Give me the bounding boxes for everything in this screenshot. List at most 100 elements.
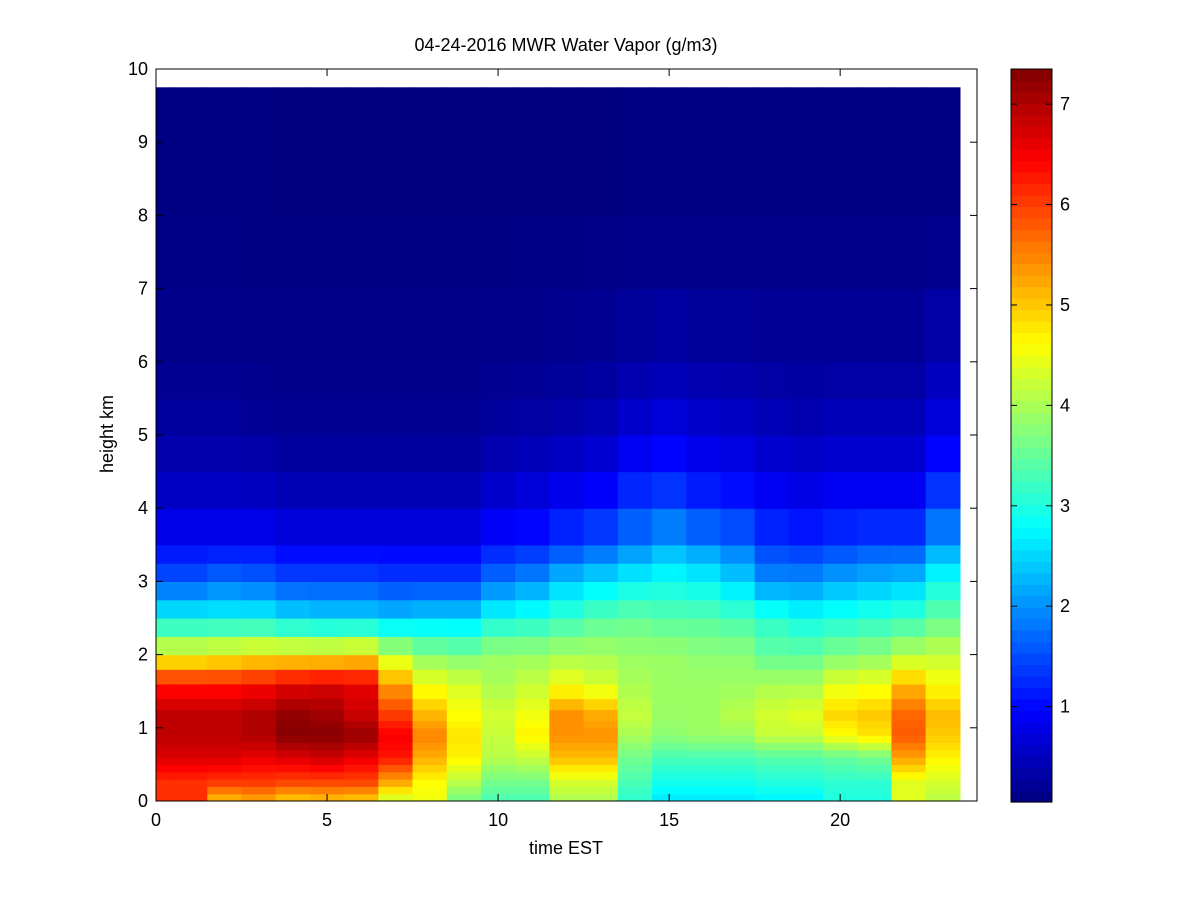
heatmap-cell: [686, 779, 722, 787]
heatmap-cell: [480, 669, 516, 685]
heatmap-cell: [686, 654, 722, 670]
heatmap-cell: [583, 435, 619, 473]
heatmap-cell: [788, 709, 824, 722]
heatmap-cell: [720, 786, 756, 795]
heatmap-cell: [207, 215, 243, 290]
heatmap-cell: [823, 779, 858, 787]
heatmap-cell: [275, 508, 311, 546]
heatmap-cell: [412, 698, 448, 711]
colorbar-segment: [1011, 80, 1052, 93]
heatmap-cell: [583, 709, 619, 722]
heatmap-cell: [378, 720, 414, 729]
heatmap-cell: [891, 742, 927, 751]
heatmap-cell: [788, 544, 824, 564]
colorbar-segment: [1011, 756, 1052, 769]
heatmap-cell: [549, 698, 585, 711]
heatmap-cell: [754, 544, 790, 564]
heatmap-cell: [686, 361, 722, 399]
heatmap-cell: [788, 727, 824, 736]
heatmap-cell: [446, 749, 482, 758]
colorbar-tick-label: 5: [1060, 295, 1070, 315]
heatmap-cell: [891, 471, 927, 509]
heatmap-cell: [241, 727, 277, 736]
heatmap-cell: [275, 398, 311, 436]
heatmap-cell: [788, 288, 824, 363]
heatmap-cell: [857, 618, 893, 637]
heatmap-cell: [446, 698, 482, 711]
heatmap-cell: [156, 742, 174, 751]
heatmap-cell: [173, 654, 208, 670]
heatmap-cell: [617, 361, 653, 399]
heatmap-cell: [823, 563, 858, 582]
heatmap-cell: [925, 563, 961, 582]
heatmap-cell: [309, 727, 345, 736]
heatmap-cell: [686, 764, 722, 773]
heatmap-cell: [617, 793, 653, 801]
heatmap-cell: [549, 654, 585, 670]
heatmap-cell: [549, 361, 585, 399]
colorbar-segment: [1011, 767, 1052, 780]
heatmap-cell: [925, 361, 961, 399]
heatmap-cell: [275, 636, 311, 656]
heatmap-cell: [652, 749, 687, 758]
heatmap-cell: [241, 398, 277, 436]
colorbar-tick-label: 1: [1060, 697, 1070, 717]
heatmap-cell: [241, 709, 277, 722]
colorbar-segment: [1011, 160, 1052, 173]
heatmap-cell: [754, 720, 790, 729]
heatmap-cell: [446, 683, 482, 700]
heatmap-cell: [583, 735, 619, 744]
heatmap-cell: [788, 361, 824, 399]
heatmap-cell: [617, 786, 653, 795]
heatmap-cell: [891, 669, 927, 685]
heatmap-cell: [412, 749, 448, 758]
heatmap-cell: [207, 669, 243, 685]
heatmap-cell: [446, 735, 482, 744]
heatmap-cell: [309, 683, 345, 700]
heatmap-cell: [686, 398, 722, 436]
heatmap-cell: [583, 742, 619, 751]
heatmap-cell: [891, 87, 927, 216]
colorbar-tick-label: 7: [1060, 94, 1070, 114]
heatmap-cell: [156, 87, 174, 216]
heatmap-cell: [891, 793, 927, 801]
heatmap-cell: [549, 398, 585, 436]
heatmap-cell: [617, 544, 653, 564]
colorbar: [1011, 69, 1052, 803]
heatmap-cell: [583, 581, 619, 601]
heatmap-cell: [344, 361, 379, 399]
heatmap-cell: [617, 508, 653, 546]
colorbar-segment: [1011, 572, 1052, 585]
y-tick-label: 0: [138, 791, 148, 811]
heatmap-cell: [156, 544, 174, 564]
heatmap-cell: [344, 435, 379, 473]
heatmap-cell: [344, 599, 379, 619]
heatmap-cell: [207, 544, 243, 564]
heatmap-cell: [583, 764, 619, 773]
heatmap-cell: [617, 654, 653, 670]
heatmap-cell: [823, 508, 858, 546]
heatmap-cell: [720, 764, 756, 773]
heatmap-cell: [823, 435, 858, 473]
heatmap-cell: [515, 735, 550, 744]
heatmap-cell: [275, 563, 311, 582]
heatmap-cell: [652, 709, 687, 722]
heatmap-cell: [480, 87, 516, 216]
heatmap-cell: [515, 563, 550, 582]
colorbar-segment: [1011, 698, 1052, 711]
heatmap-cell: [823, 683, 858, 700]
heatmap-cell: [549, 720, 585, 729]
heatmap-cell: [583, 471, 619, 509]
colorbar-segment: [1011, 332, 1052, 345]
heatmap-cell: [617, 581, 653, 601]
heatmap-cell: [549, 599, 585, 619]
heatmap-cell: [207, 742, 243, 751]
heatmap-cell: [583, 636, 619, 656]
heatmap-cell: [652, 618, 687, 637]
heatmap-cell: [241, 683, 277, 700]
heatmap-cell: [173, 563, 208, 582]
heatmap-cell: [515, 764, 550, 773]
heatmap-cell: [207, 764, 243, 773]
heatmap-cell: [549, 544, 585, 564]
heatmap-cell: [207, 749, 243, 758]
